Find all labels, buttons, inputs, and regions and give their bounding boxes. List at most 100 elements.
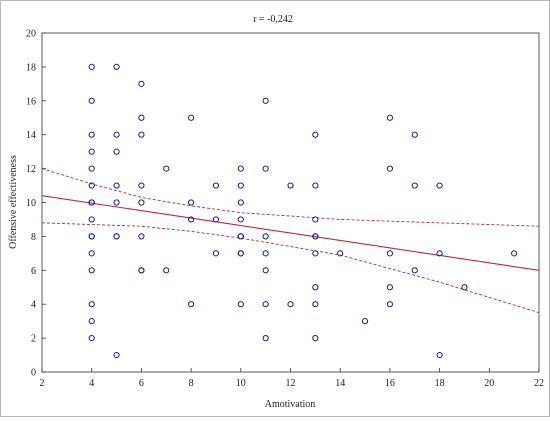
x-tick-label: 6	[139, 378, 144, 389]
data-point	[188, 114, 195, 121]
plot-area	[41, 32, 540, 373]
data-point	[386, 301, 393, 308]
data-point	[88, 318, 95, 325]
y-tick-label: 2	[31, 334, 36, 345]
chart-title: r = -0,242	[253, 14, 293, 25]
data-point	[88, 148, 95, 155]
data-point	[113, 199, 120, 206]
data-point	[138, 131, 145, 138]
data-point	[337, 250, 344, 257]
data-point	[386, 165, 393, 172]
x-axis-ticks: 2 4 6 8 10 12 14 16 18 20 22	[40, 368, 544, 389]
x-tick-label: 22	[534, 378, 544, 389]
data-point	[88, 63, 95, 71]
data-point	[88, 233, 95, 240]
confidence-band-lower	[41, 222, 540, 314]
data-point	[88, 165, 95, 172]
data-point	[88, 250, 95, 257]
data-point	[262, 267, 269, 274]
data-point	[113, 351, 120, 359]
data-point	[88, 131, 95, 138]
data-point	[312, 216, 319, 223]
data-point	[212, 216, 220, 223]
data-point	[237, 250, 244, 257]
data-point	[436, 351, 443, 359]
data-point	[386, 284, 393, 291]
data-point	[411, 267, 418, 274]
data-point	[237, 216, 244, 223]
x-tick-label: 8	[189, 378, 194, 389]
data-point	[312, 233, 319, 240]
y-tick-label: 12	[26, 164, 36, 175]
data-point	[411, 182, 418, 189]
data-point	[262, 301, 269, 308]
data-point	[237, 199, 244, 206]
data-point	[312, 182, 319, 189]
data-point	[262, 233, 269, 240]
data-point	[361, 318, 369, 325]
data-point	[113, 148, 120, 155]
x-tick-label: 14	[335, 378, 345, 389]
data-point	[386, 250, 393, 257]
data-point	[113, 233, 120, 240]
data-point	[237, 301, 244, 308]
data-point	[113, 182, 120, 189]
data-point	[212, 250, 220, 257]
x-tick-label: 16	[385, 378, 395, 389]
data-point	[138, 114, 145, 121]
data-point	[113, 63, 120, 71]
data-point	[88, 97, 95, 104]
x-tick-label: 4	[89, 378, 94, 389]
data-point	[262, 165, 269, 172]
y-tick-label: 4	[31, 300, 36, 311]
data-point	[163, 165, 170, 172]
y-tick-label: 6	[31, 266, 36, 277]
y-tick-label: 8	[31, 232, 36, 243]
data-point	[88, 199, 95, 206]
data-point	[138, 80, 145, 87]
data-point	[88, 216, 95, 223]
data-point	[312, 284, 319, 291]
y-tick-label: 10	[26, 198, 36, 209]
y-tick-label: 0	[31, 368, 36, 379]
data-point	[386, 114, 393, 121]
x-tick-label: 12	[286, 378, 296, 389]
confidence-band-upper	[41, 168, 540, 227]
data-point	[138, 267, 145, 274]
data-point	[88, 267, 95, 274]
data-point	[436, 250, 443, 257]
data-point	[312, 335, 319, 342]
y-tick-label: 20	[26, 29, 36, 40]
regression-line	[41, 195, 540, 271]
data-point	[113, 131, 120, 138]
data-point	[138, 199, 145, 206]
data-point	[237, 182, 244, 189]
data-point	[237, 165, 244, 172]
data-point	[262, 335, 269, 342]
data-point	[312, 301, 319, 308]
data-point	[511, 250, 518, 257]
data-point	[138, 233, 145, 240]
y-tick-label: 18	[26, 62, 36, 73]
data-point	[262, 97, 269, 104]
data-points	[88, 63, 518, 359]
data-point	[312, 131, 319, 138]
data-point	[188, 199, 195, 206]
y-tick-label: 14	[26, 130, 36, 141]
y-tick-label: 16	[26, 96, 36, 107]
x-tick-label: 10	[236, 378, 246, 389]
y-axis-ticks: 0 2 4 6 8 10 12 14 16 18 20	[26, 29, 46, 379]
data-point	[287, 182, 294, 189]
fit-lines	[41, 168, 540, 314]
data-point	[88, 301, 95, 308]
x-tick-label: 20	[484, 378, 494, 389]
data-point	[436, 182, 443, 189]
data-point	[262, 250, 269, 257]
data-point	[188, 216, 195, 223]
data-point	[163, 267, 170, 274]
x-axis-label: Amotivation	[265, 399, 316, 410]
data-point	[88, 335, 95, 342]
data-point	[237, 233, 244, 240]
